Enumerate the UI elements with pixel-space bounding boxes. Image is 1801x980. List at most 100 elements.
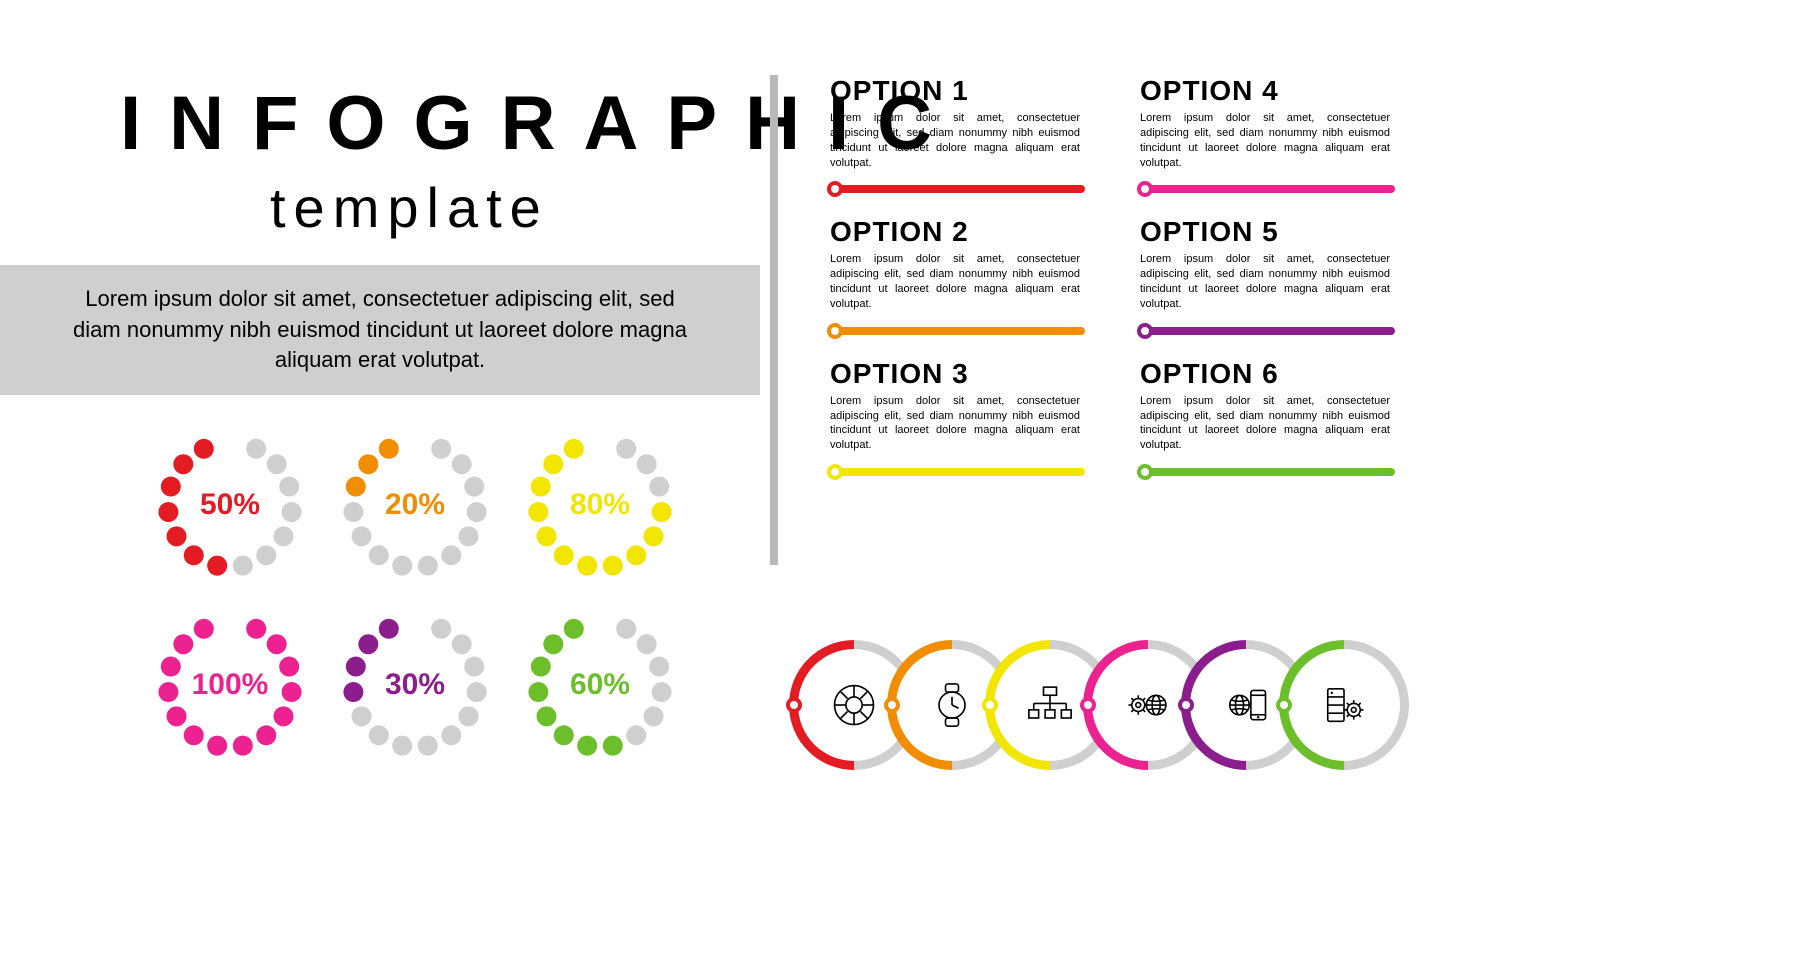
option-block-1: OPTION 1 Lorem ipsum dolor sit amet, cons…: [830, 75, 1080, 196]
ring-dot: [643, 706, 663, 726]
ring-dot: [379, 619, 399, 639]
ring-dot: [246, 619, 266, 639]
ring-dot: [543, 634, 563, 654]
ring-dot: [392, 556, 412, 576]
option-block-5: OPTION 3 Lorem ipsum dolor sit amet, cons…: [830, 358, 1080, 479]
ring-dot: [267, 454, 287, 474]
chain-knob: [1080, 697, 1096, 713]
ring-dot: [167, 526, 187, 546]
ring-chart-1: 50%: [145, 420, 315, 590]
icon-chain: [798, 640, 1438, 770]
chain-node-6: [1288, 649, 1400, 761]
ring-label: 60%: [515, 668, 685, 702]
ring-dot: [543, 454, 563, 474]
vertical-divider: [770, 75, 778, 565]
ring-label: 30%: [330, 668, 500, 702]
option-block-4: OPTION 5 Lorem ipsum dolor sit amet, cons…: [1140, 216, 1390, 337]
option-body: Lorem ipsum dolor sit amet, consectetuer…: [830, 252, 1080, 311]
ring-dot: [358, 634, 378, 654]
ring-dot: [173, 454, 193, 474]
ring-dot: [256, 545, 276, 565]
ring-label: 20%: [330, 488, 500, 522]
dotted-rings-grid: 50% 20% 80% 100% 30% 60%: [145, 420, 705, 770]
ring-chart-3: 80%: [515, 420, 685, 590]
ring-dot: [616, 619, 636, 639]
ring-dot: [458, 526, 478, 546]
ring-dot: [458, 706, 478, 726]
chain-knob: [1178, 697, 1194, 713]
ring-dot: [441, 725, 461, 745]
option-title: OPTION 2: [830, 216, 1080, 248]
ring-dot: [537, 526, 557, 546]
option-body: Lorem ipsum dolor sit amet, consectetuer…: [830, 394, 1080, 453]
option-bar: [1140, 182, 1390, 196]
ring-dot: [392, 736, 412, 756]
option-block-6: OPTION 6 Lorem ipsum dolor sit amet, cons…: [1140, 358, 1390, 479]
option-body: Lorem ipsum dolor sit amet, consectetuer…: [830, 111, 1080, 170]
chain-knob: [884, 697, 900, 713]
ring-dot: [564, 619, 584, 639]
ring-dot: [537, 706, 557, 726]
option-bar: [1140, 465, 1390, 479]
option-body: Lorem ipsum dolor sit amet, consectetuer…: [1140, 252, 1390, 311]
chain-knob: [786, 697, 802, 713]
ring-dot: [577, 556, 597, 576]
ring-dot: [379, 439, 399, 459]
ring-dot: [441, 545, 461, 565]
ring-dot: [207, 736, 227, 756]
option-block-3: OPTION 2 Lorem ipsum dolor sit amet, cons…: [830, 216, 1080, 337]
ring-label: 100%: [145, 668, 315, 702]
description-text: Lorem ipsum dolor sit amet, consectetuer…: [60, 284, 700, 376]
ring-label: 80%: [515, 488, 685, 522]
option-body: Lorem ipsum dolor sit amet, consectetuer…: [1140, 394, 1390, 453]
option-bar: [1140, 324, 1390, 338]
ring-dot: [173, 634, 193, 654]
ring-dot: [637, 634, 657, 654]
ring-dot: [637, 454, 657, 474]
option-block-2: OPTION 4Lorem ipsum dolor sit amet, cons…: [1140, 75, 1390, 196]
ring-dot: [194, 439, 214, 459]
ring-dot: [194, 619, 214, 639]
option-title: OPTION 1: [830, 75, 1080, 107]
ring-dot: [267, 634, 287, 654]
option-title: OPTION 3: [830, 358, 1080, 390]
ring-dot: [554, 545, 574, 565]
ring-dot: [603, 556, 623, 576]
ring-dot: [564, 439, 584, 459]
ring-chart-2: 20%: [330, 420, 500, 590]
ring-dot: [577, 736, 597, 756]
ring-dot: [369, 545, 389, 565]
ring-chart-5: 30%: [330, 600, 500, 770]
ring-dot: [418, 736, 438, 756]
ring-dot: [431, 439, 451, 459]
ring-dot: [246, 439, 266, 459]
ring-dot: [184, 545, 204, 565]
chain-knob: [1276, 697, 1292, 713]
ring-dot: [352, 706, 372, 726]
ring-dot: [207, 556, 227, 576]
options-grid: OPTION 1 Lorem ipsum dolor sit amet, cons…: [830, 75, 1390, 479]
ring-chart-6: 60%: [515, 600, 685, 770]
ring-dot: [616, 439, 636, 459]
option-bar: [830, 182, 1080, 196]
ring-dot: [431, 619, 451, 639]
description-box: Lorem ipsum dolor sit amet, consectetuer…: [0, 265, 760, 395]
option-bar: [830, 324, 1080, 338]
ring-dot: [352, 526, 372, 546]
ring-dot: [184, 725, 204, 745]
ring-label: 50%: [145, 488, 315, 522]
option-body: Lorem ipsum dolor sit amet, consectetuer…: [1140, 111, 1390, 170]
ring-chart-4: 100%: [145, 600, 315, 770]
ring-dot: [256, 725, 276, 745]
ring-dot: [452, 634, 472, 654]
ring-dot: [603, 736, 623, 756]
option-title: OPTION 6: [1140, 358, 1390, 390]
chain-knob: [982, 697, 998, 713]
ring-dot: [554, 725, 574, 745]
option-bar: [830, 465, 1080, 479]
ring-dot: [167, 706, 187, 726]
sub-title: template: [270, 175, 549, 240]
option-title: OPTION 5: [1140, 216, 1390, 248]
ring-dot: [452, 454, 472, 474]
ring-dot: [233, 736, 253, 756]
